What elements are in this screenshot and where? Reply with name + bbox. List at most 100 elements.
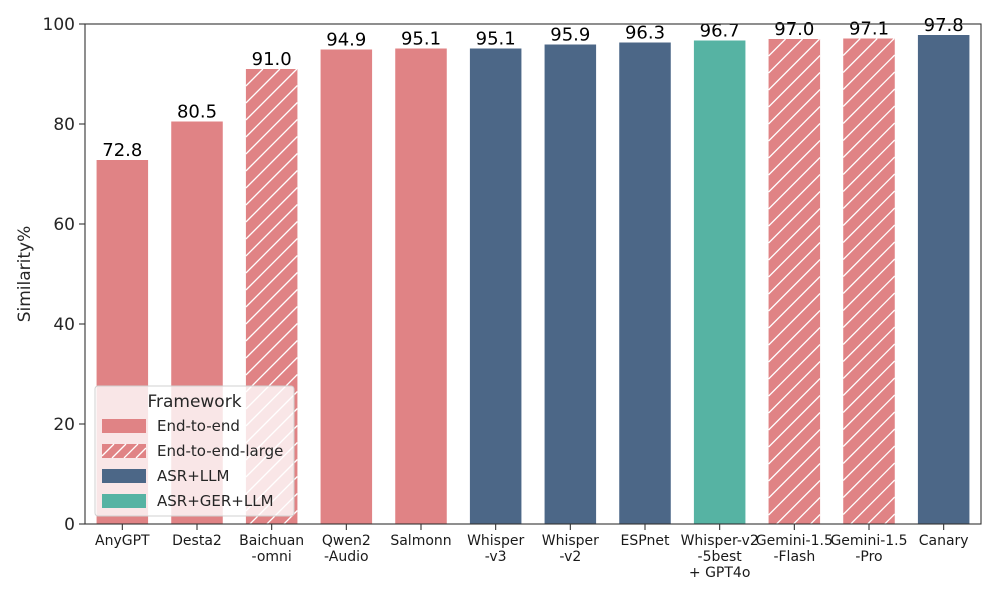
value-label-gemini-1-5-pro: 97.1: [849, 19, 889, 40]
legend-box: [94, 385, 295, 517]
hatch-line: [842, 38, 895, 90]
hatch-line: [768, 89, 821, 142]
value-label-desta2: 80.5: [177, 102, 217, 123]
hatch-line: [283, 510, 298, 524]
hatch-line: [842, 309, 896, 362]
x-tick-label-gemini-1-5-flash: Gemini-1.5 -Flash: [756, 533, 833, 565]
hatch-line: [245, 255, 298, 308]
hatch-line: [842, 258, 896, 311]
x-tick-label-whisper-v2: Whisper -v2: [542, 533, 599, 565]
x-tick-label-gemini-1-5-pro: Gemini-1.5 -Pro: [830, 533, 907, 565]
hatch-line: [768, 174, 821, 227]
value-label-whisper-v3: 95.1: [476, 29, 516, 50]
hatch-line: [776, 480, 821, 524]
y-tick-label-20: 20: [53, 415, 75, 435]
hatch-line: [245, 221, 298, 274]
hatch-line: [768, 191, 821, 244]
hatch-line: [842, 122, 896, 175]
hatch-line: [842, 139, 896, 192]
hatch-line: [850, 479, 896, 524]
hatch-line: [245, 323, 298, 376]
hatch-line: [768, 361, 821, 414]
hatch-line: [768, 327, 821, 380]
hatch-line: [842, 173, 896, 226]
legend-swatch-end-to-end: [102, 419, 146, 433]
hatch-line: [842, 428, 896, 481]
bar-salmonn: [395, 48, 447, 524]
hatch-line: [768, 140, 821, 193]
legend-swatch-asr-ger-llm: [102, 494, 146, 508]
y-tick-label-80: 80: [53, 115, 75, 135]
y-tick-label-100: 100: [43, 15, 75, 35]
x-tick-label-baichuan-omni: Baichuan -omni: [239, 533, 304, 565]
hatch-line: [768, 344, 821, 397]
hatch-line: [245, 204, 298, 257]
hatch-line: [135, 447, 147, 459]
hatch-line: [842, 394, 896, 447]
value-label-whisper-v2: 95.9: [550, 25, 590, 46]
x-tick-label-anygpt: AnyGPT: [95, 533, 150, 549]
hatch-line: [111, 443, 127, 459]
hatch-line: [245, 68, 298, 121]
hatch-line: [245, 68, 281, 104]
hatch-line: [842, 326, 896, 379]
bar-whisper-v2-5best-gpt4o: [693, 40, 746, 524]
hatch-line: [245, 85, 298, 138]
legend-label-asr-llm: ASR+LLM: [157, 467, 229, 485]
hatch-line: [245, 340, 298, 393]
hatch-line: [245, 187, 298, 240]
hatch-line: [768, 225, 821, 278]
hatch-line: [768, 259, 821, 312]
hatch-line: [768, 242, 821, 295]
value-label-espnet: 96.3: [625, 23, 665, 44]
legend-swatch-asr-llm: [102, 469, 146, 483]
hatch-line: [842, 445, 896, 498]
hatch-line: [768, 72, 821, 125]
hatch-line: [810, 514, 821, 524]
bar-qwen2-audio: [320, 49, 373, 524]
hatch-line: [768, 395, 821, 448]
value-label-canary: 97.8: [924, 15, 964, 36]
hatch-line: [245, 136, 298, 189]
x-tick-label-espnet: ESPnet: [621, 533, 670, 549]
hatch-line: [768, 208, 821, 261]
hatch-line: [245, 119, 298, 172]
bar-gemini-1-5-flash: [768, 39, 821, 524]
hatch-line: [842, 38, 878, 73]
x-tick-label-canary: Canary: [919, 533, 969, 549]
hatch-line: [842, 241, 896, 294]
hatch-line: [101, 443, 115, 457]
hatch-line: [768, 106, 821, 159]
y-tick-label-0: 0: [64, 515, 75, 535]
hatch-line: [245, 102, 298, 155]
hatch-line: [123, 443, 139, 459]
hatch-line: [245, 238, 298, 291]
x-tick-label-desta2: Desta2: [172, 533, 222, 549]
bar-canary: [917, 35, 970, 524]
hatch-line: [768, 378, 821, 431]
hatch-line: [842, 88, 896, 141]
hatch-line: [842, 224, 896, 277]
hatch-line: [768, 123, 821, 176]
hatch-line: [245, 289, 298, 342]
hatch-line: [768, 429, 821, 482]
legend-label-end-to-end: End-to-end: [157, 417, 240, 435]
hatch-line: [842, 360, 896, 413]
hatch-line: [884, 513, 896, 524]
hatch-line: [842, 343, 896, 396]
legend-label-asr-ger-llm: ASR+GER+LLM: [157, 492, 274, 510]
hatch-line: [842, 207, 896, 260]
hatch-line: [768, 55, 821, 108]
hatch-line: [842, 105, 896, 158]
y-axis-title: Similarity%: [15, 226, 35, 323]
hatch-line: [842, 275, 896, 328]
value-label-salmonn: 95.1: [401, 29, 441, 50]
x-tick-label-salmonn: Salmonn: [390, 533, 451, 549]
hatch-line: [245, 272, 298, 325]
bar-hatch-gemini-1-5-pro: [842, 38, 896, 524]
x-tick-label-whisper-v3: Whisper -v3: [467, 533, 524, 565]
hatch-line: [245, 170, 298, 223]
value-label-gemini-1-5-flash: 97.0: [774, 19, 814, 40]
hatch-line: [768, 276, 821, 329]
